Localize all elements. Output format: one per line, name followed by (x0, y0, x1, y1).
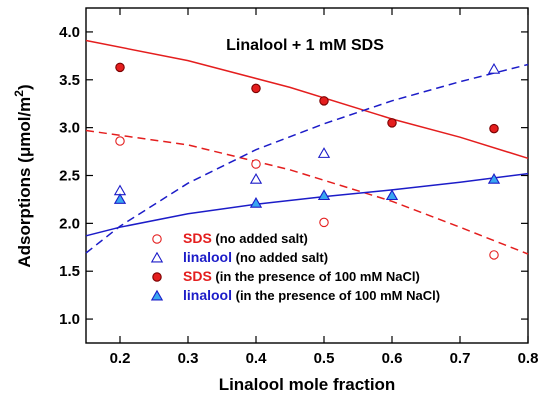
x-tick-label: 0.5 (314, 350, 335, 367)
x-tick-label: 0.2 (110, 350, 131, 367)
legend-entry: SDS (no added salt) (183, 230, 308, 246)
y-axis-title-end: ) (15, 84, 34, 90)
legend-marker (150, 251, 164, 263)
legend-marker (152, 234, 162, 244)
y-tick-label: 2.0 (59, 215, 80, 232)
data-point (487, 62, 501, 74)
data-point (115, 136, 125, 146)
data-point (317, 189, 331, 201)
fit-curve (85, 63, 529, 254)
fit-curves (85, 39, 529, 255)
data-point (387, 118, 397, 128)
data-points (113, 62, 501, 260)
legend-entry: linalool (no added salt) (183, 249, 328, 265)
legend: SDS (no added salt)linalool (no added sa… (150, 230, 440, 303)
data-point (249, 196, 263, 208)
x-tick-label: 0.3 (178, 350, 199, 367)
y-tick-label: 3.0 (59, 120, 80, 137)
legend-entry: SDS (in the presence of 100 mM NaCl) (183, 268, 420, 284)
y-tick-label: 2.5 (59, 168, 80, 185)
legend-marker (152, 272, 162, 282)
legend-marker (150, 289, 164, 301)
fit-curve (85, 39, 529, 160)
fit-curve (85, 172, 529, 237)
data-point (115, 62, 125, 73)
data-point (251, 159, 261, 169)
y-tick-label: 1.0 (59, 311, 80, 328)
x-tick-label: 0.8 (518, 350, 539, 367)
y-tick-label: 3.5 (59, 72, 80, 89)
y-tick-label: 4.0 (59, 24, 80, 41)
y-tick-label: 1.5 (59, 263, 80, 280)
data-point (251, 83, 261, 94)
legend-entry-rest: (in the presence of 100 mM NaCl) (232, 288, 440, 303)
legend-entry-colored: SDS (183, 230, 212, 246)
data-point (385, 189, 399, 201)
x-tick-label: 0.6 (382, 350, 403, 367)
legend-entry-rest: (no added salt) (212, 231, 308, 246)
legend-entry-rest: (no added salt) (232, 250, 328, 265)
data-point (489, 250, 499, 260)
legend-entry: linalool (in the presence of 100 mM NaCl… (183, 287, 440, 303)
data-point (319, 217, 329, 228)
legend-entry-rest: (in the presence of 100 mM NaCl) (212, 269, 420, 284)
data-point (249, 173, 263, 184)
fit-curve (85, 129, 529, 255)
x-axis-title: Linalool mole fraction (219, 375, 396, 394)
x-tick-label: 0.7 (450, 350, 471, 367)
y-axis-title: Adsorptions (μmol/m2) (12, 84, 34, 267)
axis-ticks: 0.2 0.3 0.4 0.5 0.6 0.7 0.8 1.0 1.5 2.0 2.5 3.0 3.5 4… (59, 8, 538, 367)
data-point (487, 173, 501, 184)
y-axis-title-main: Adsorptions (μmol/m (15, 97, 34, 268)
y-axis-title-sup: 2 (12, 90, 26, 97)
legend-entry-colored: SDS (183, 268, 212, 284)
data-point (489, 123, 499, 134)
data-point (317, 147, 331, 158)
x-tick-label: 0.4 (246, 350, 268, 367)
plot-title: Linalool + 1 mM SDS (226, 37, 384, 54)
legend-entry-colored: linalool (183, 249, 232, 265)
legend-entry-colored: linalool (183, 287, 232, 303)
data-point (113, 193, 127, 204)
data-point (319, 96, 329, 106)
